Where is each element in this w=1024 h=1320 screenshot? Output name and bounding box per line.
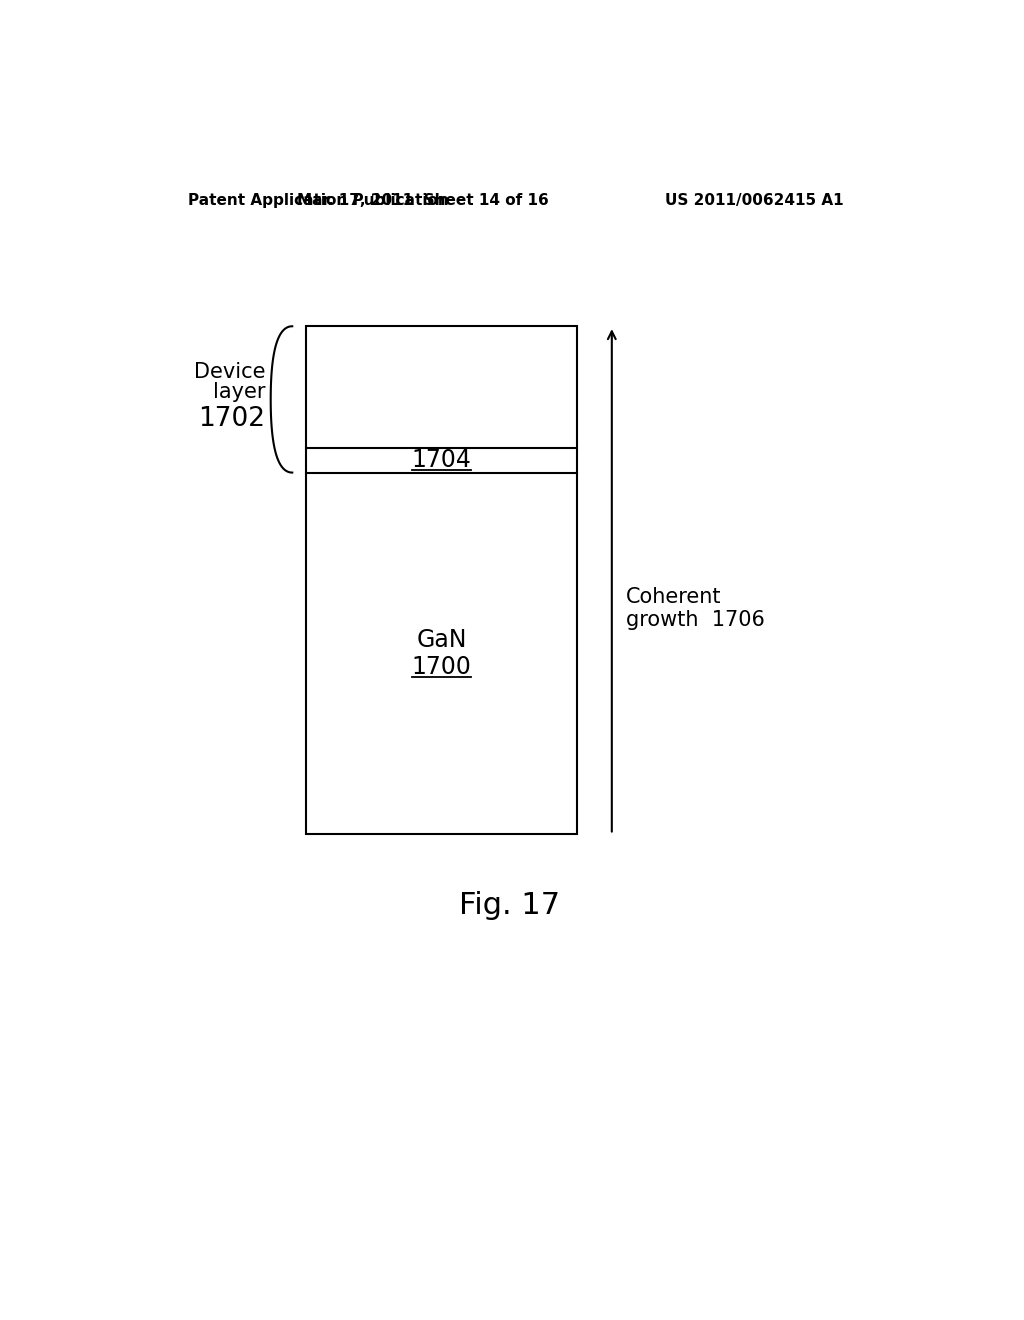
Text: 1702: 1702 [199, 405, 265, 432]
Text: US 2011/0062415 A1: US 2011/0062415 A1 [665, 193, 844, 209]
Text: growth  1706: growth 1706 [626, 610, 765, 631]
Text: Fig. 17: Fig. 17 [459, 891, 560, 920]
Text: 1700: 1700 [412, 655, 472, 680]
Text: Device: Device [194, 363, 265, 383]
Text: GaN: GaN [417, 627, 467, 652]
Text: 1704: 1704 [412, 449, 472, 473]
Text: layer: layer [213, 381, 265, 401]
Text: Mar. 17, 2011  Sheet 14 of 16: Mar. 17, 2011 Sheet 14 of 16 [297, 193, 549, 209]
Text: Patent Application Publication: Patent Application Publication [188, 193, 450, 209]
Bar [306, 326, 578, 834]
Text: Coherent: Coherent [626, 587, 721, 607]
